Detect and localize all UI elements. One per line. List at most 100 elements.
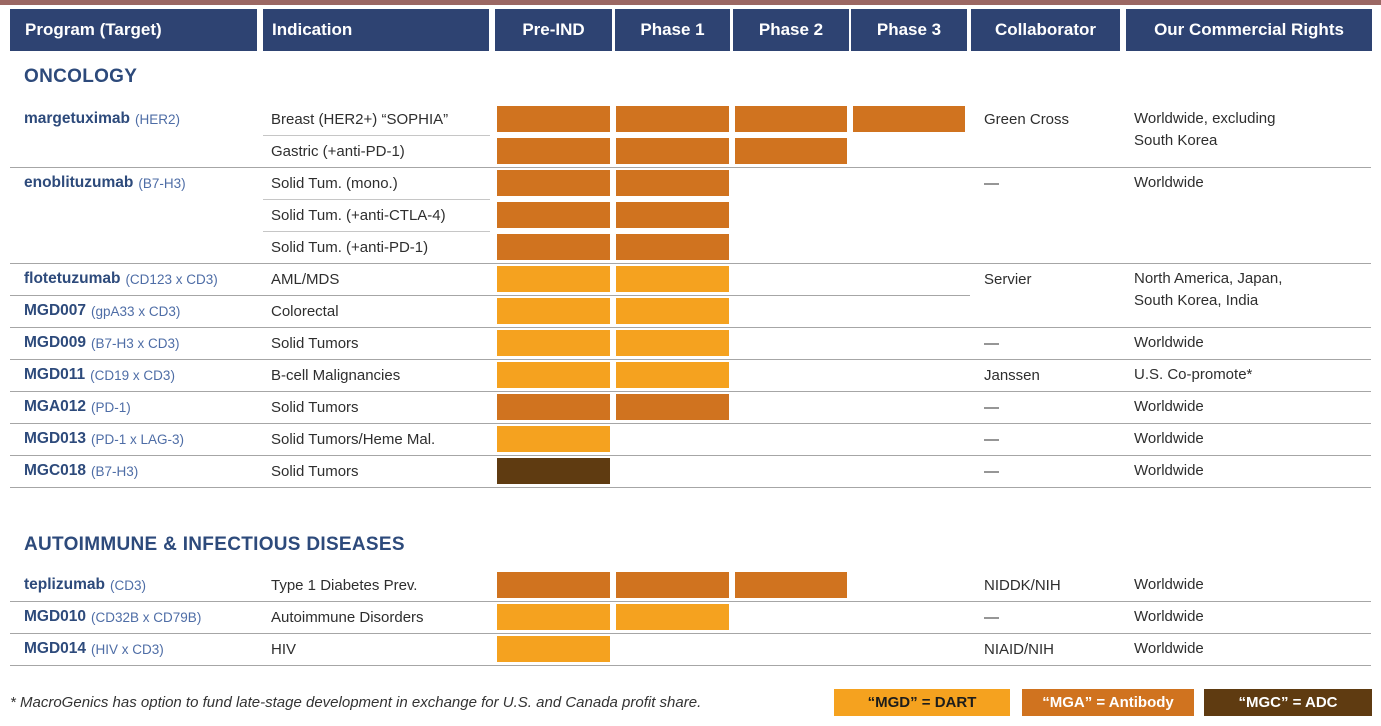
commercial-rights-cell: Worldwide [1134,332,1204,354]
collaborator-cell: — [984,430,999,448]
column-header-phase-1: Phase 1 [615,9,730,51]
phase-bar-segment [497,234,610,260]
phase-bar-segment [616,604,729,630]
program-name: MGC018 [24,462,87,479]
row-divider [263,231,490,232]
group-divider [10,263,1371,264]
program-cell: MGD014 (HIV x CD3) [24,633,164,665]
legend-chip-mga-antibody: “MGA” = Antibody [1022,689,1194,716]
indication-cell: Solid Tum. (+anti-CTLA-4) [271,206,446,224]
commercial-rights-cell: Worldwide [1134,460,1204,482]
program-target: (B7-H3) [138,175,186,191]
program-target: (PD-1 x LAG-3) [91,431,185,447]
phase-bar-segment [497,106,610,132]
commercial-rights-cell: Worldwide [1134,606,1204,628]
group-divider [10,295,970,296]
collaborator-cell: — [984,608,999,626]
commercial-rights-line: Worldwide [1134,608,1204,625]
phase-bar-segment [616,572,729,598]
program-cell: MGA012 (PD-1) [24,391,131,423]
phase-bar-segment [735,106,847,132]
commercial-rights-line: Worldwide [1134,334,1204,351]
phase-bar-segment [497,572,610,598]
collaborator-cell: Janssen [984,366,1040,384]
phase-bar-segment [497,138,610,164]
footnote: * MacroGenics has option to fund late-st… [10,694,702,711]
program-name: MGD010 [24,608,87,625]
program-target: (HIV x CD3) [91,641,164,657]
program-target: (gpA33 x CD3) [91,303,181,319]
column-header-program-target: Program (Target) [10,9,257,51]
commercial-rights-line: South Korea, India [1134,291,1259,309]
program-target: (CD19 x CD3) [90,367,175,383]
collaborator-cell: — [984,462,999,480]
group-divider [10,665,1371,666]
program-name: MGD009 [24,334,87,351]
phase-bar-segment [497,266,610,292]
program-target: (CD3) [109,577,146,593]
program-name: MGD007 [24,302,87,319]
commercial-rights-cell: Worldwide, excluding South Korea [1134,108,1275,151]
indication-cell: Colorectal [271,302,339,320]
column-header-phase-3: Phase 3 [851,9,967,51]
phase-bar-segment [735,572,847,598]
program-cell: teplizumab (CD3) [24,569,146,601]
indication-cell: Autoimmune Disorders [271,608,424,626]
group-divider [10,487,1371,488]
group-divider [10,423,1371,424]
column-header-pre-ind: Pre-IND [495,9,612,51]
program-name: margetuximab [24,110,130,127]
column-header-indication: Indication [263,9,489,51]
collaborator-cell: — [984,174,999,192]
indication-cell: Gastric (+anti-PD-1) [271,142,405,160]
indication-cell: Solid Tum. (mono.) [271,174,398,192]
commercial-rights-cell: Worldwide [1134,574,1204,596]
section-title: ONCOLOGY [24,66,138,87]
group-divider [10,391,1371,392]
column-header-collaborator: Collaborator [971,9,1120,51]
indication-cell: Solid Tum. (+anti-PD-1) [271,238,429,256]
program-cell: MGD011 (CD19 x CD3) [24,359,175,391]
indication-cell: Solid Tumors/Heme Mal. [271,430,436,448]
phase-bar-segment [497,636,610,662]
commercial-rights-line: Worldwide [1134,174,1204,191]
phase-bar-segment [497,298,610,324]
phase-bar-segment [853,106,965,132]
phase-bar-segment [497,604,610,630]
program-name: MGD014 [24,640,87,657]
phase-bar-segment [616,330,729,356]
program-name: MGA012 [24,398,87,415]
commercial-rights-line: North America, Japan, [1134,270,1283,287]
program-name: MGD011 [24,366,86,383]
program-cell: margetuximab (HER2) [24,103,180,135]
phase-bar-segment [735,138,847,164]
indication-cell: Solid Tumors [271,334,359,352]
indication-cell: B-cell Malignancies [271,366,401,384]
phase-bar-segment [497,170,610,196]
row-divider [263,199,490,200]
commercial-rights-cell: Worldwide [1134,428,1204,450]
column-header-phase-2: Phase 2 [733,9,849,51]
program-name: enoblituzumab [24,174,134,191]
program-name: MGD013 [24,430,87,447]
program-target: (PD-1) [91,399,131,415]
commercial-rights-line: Worldwide [1134,462,1204,479]
program-target: (CD32B x CD79B) [91,609,202,625]
program-target: (HER2) [134,111,180,127]
commercial-rights-line: Worldwide [1134,430,1204,447]
collaborator-cell: — [984,398,999,416]
commercial-rights-line: Worldwide [1134,398,1204,415]
column-header-commercial-rights: Our Commercial Rights [1126,9,1372,51]
group-divider [10,167,1371,168]
program-cell: MGD009 (B7-H3 x CD3) [24,327,180,359]
phase-bar-segment [616,394,729,420]
indication-cell: AML/MDS [271,270,340,288]
phase-bar-segment [497,202,610,228]
collaborator-cell: Green Cross [984,110,1070,128]
group-divider [10,455,1371,456]
phase-bar-segment [497,458,610,484]
phase-bar-segment [616,298,729,324]
commercial-rights-cell: Worldwide [1134,172,1204,194]
indication-cell: Solid Tumors [271,398,359,416]
indication-cell: Type 1 Diabetes Prev. [271,576,418,594]
